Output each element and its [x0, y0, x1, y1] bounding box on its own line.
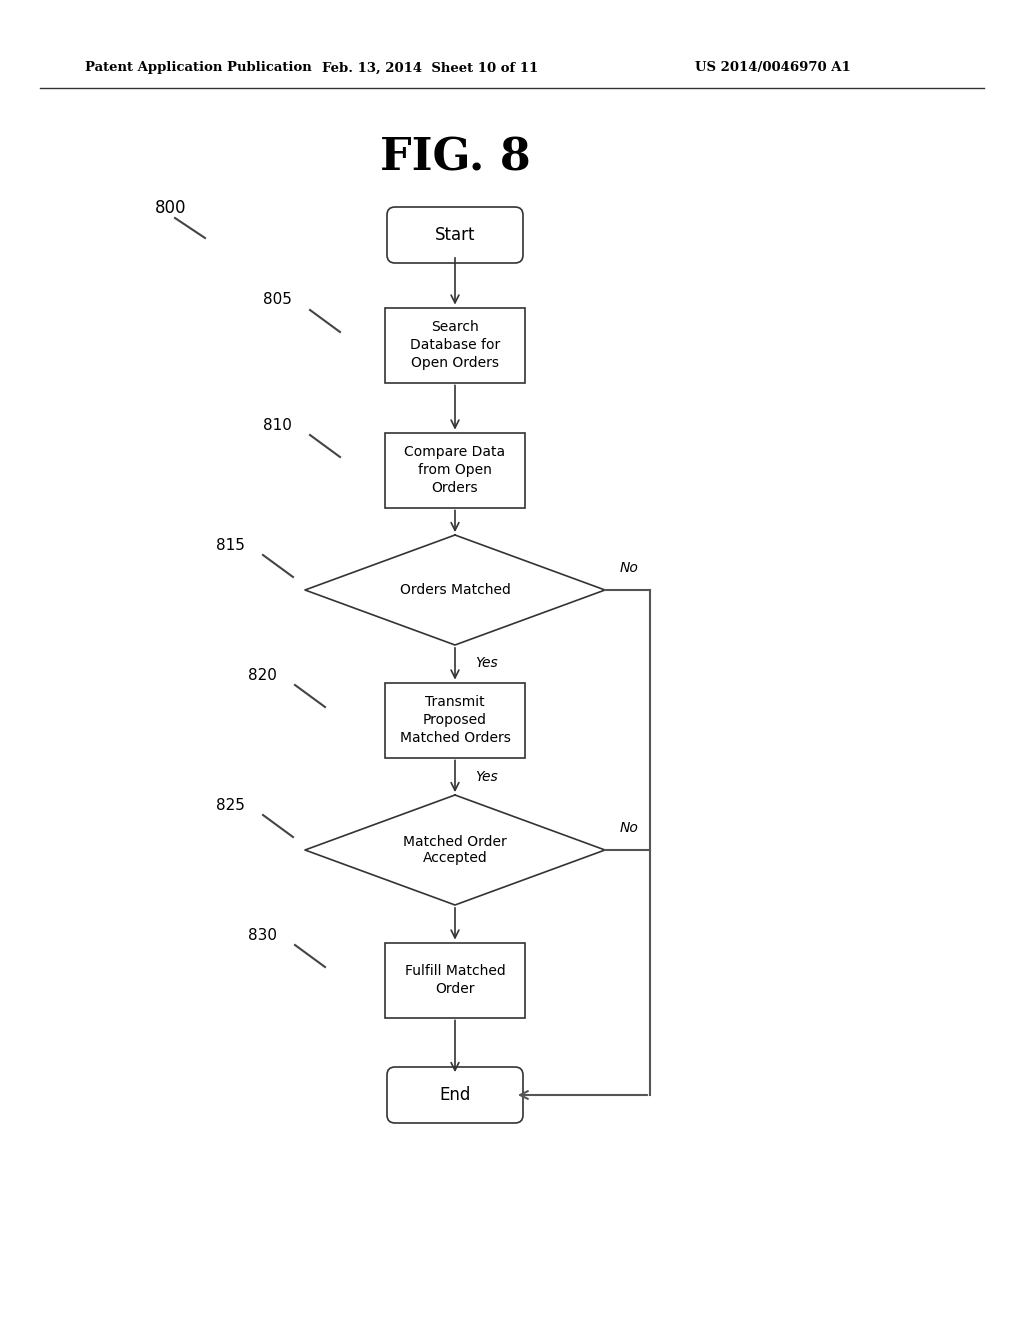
- Bar: [385, 942, 525, 1018]
- Text: 825: 825: [216, 797, 245, 813]
- Text: Start: Start: [435, 226, 475, 244]
- Text: Fulfill Matched
Order: Fulfill Matched Order: [404, 964, 506, 997]
- Text: No: No: [620, 821, 639, 836]
- Text: Matched Order
Accepted: Matched Order Accepted: [403, 836, 507, 865]
- Bar: [385, 433, 525, 507]
- FancyBboxPatch shape: [387, 207, 523, 263]
- Text: Orders Matched: Orders Matched: [399, 583, 510, 597]
- Text: Transmit
Proposed
Matched Orders: Transmit Proposed Matched Orders: [399, 694, 510, 746]
- Bar: [385, 682, 525, 758]
- Text: 800: 800: [155, 199, 186, 216]
- Bar: [385, 308, 525, 383]
- Text: 815: 815: [216, 537, 245, 553]
- Text: 830: 830: [248, 928, 278, 942]
- Text: 810: 810: [263, 417, 292, 433]
- Text: US 2014/0046970 A1: US 2014/0046970 A1: [695, 62, 851, 74]
- Text: Search
Database for
Open Orders: Search Database for Open Orders: [410, 319, 500, 371]
- FancyBboxPatch shape: [387, 1067, 523, 1123]
- Text: 805: 805: [263, 293, 292, 308]
- Text: Compare Data
from Open
Orders: Compare Data from Open Orders: [404, 445, 506, 495]
- Text: Patent Application Publication: Patent Application Publication: [85, 62, 311, 74]
- Text: Yes: Yes: [475, 770, 498, 784]
- Text: Feb. 13, 2014  Sheet 10 of 11: Feb. 13, 2014 Sheet 10 of 11: [322, 62, 539, 74]
- Text: End: End: [439, 1086, 471, 1104]
- Text: Yes: Yes: [475, 656, 498, 671]
- Text: FIG. 8: FIG. 8: [380, 136, 530, 180]
- Text: 820: 820: [248, 668, 278, 682]
- Text: No: No: [620, 561, 639, 576]
